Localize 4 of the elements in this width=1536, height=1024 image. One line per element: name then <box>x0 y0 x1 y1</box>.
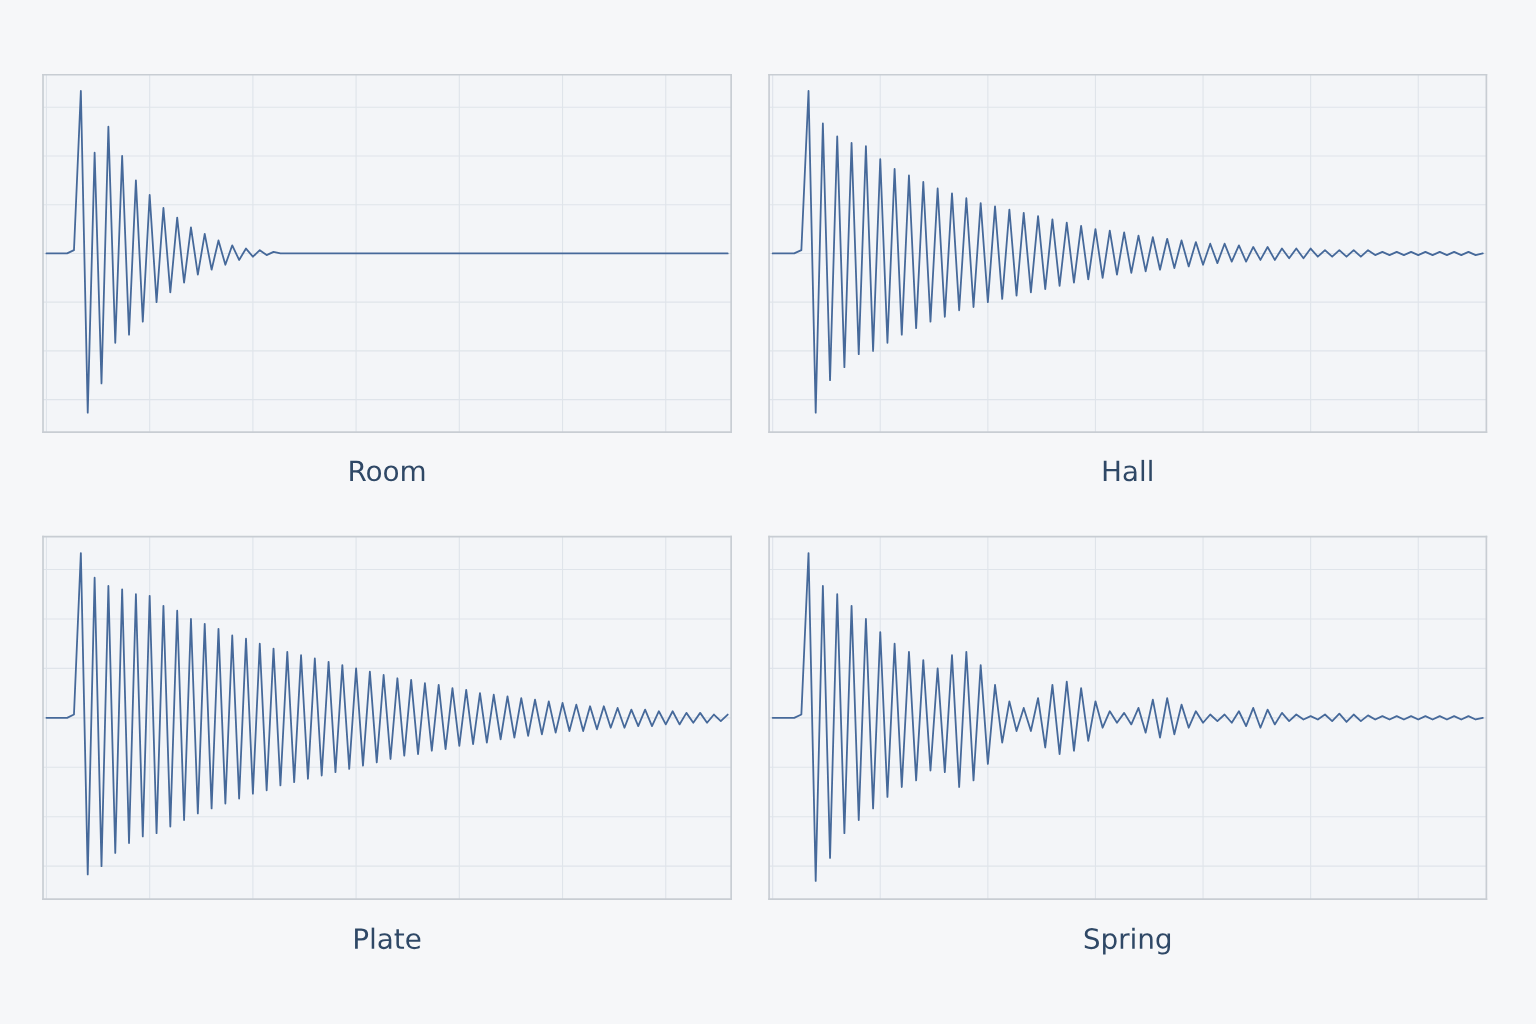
text: Spring <box>1084 927 1171 955</box>
text: Plate <box>355 927 421 950</box>
text: Room <box>350 460 425 482</box>
text: Hall <box>1103 459 1152 482</box>
